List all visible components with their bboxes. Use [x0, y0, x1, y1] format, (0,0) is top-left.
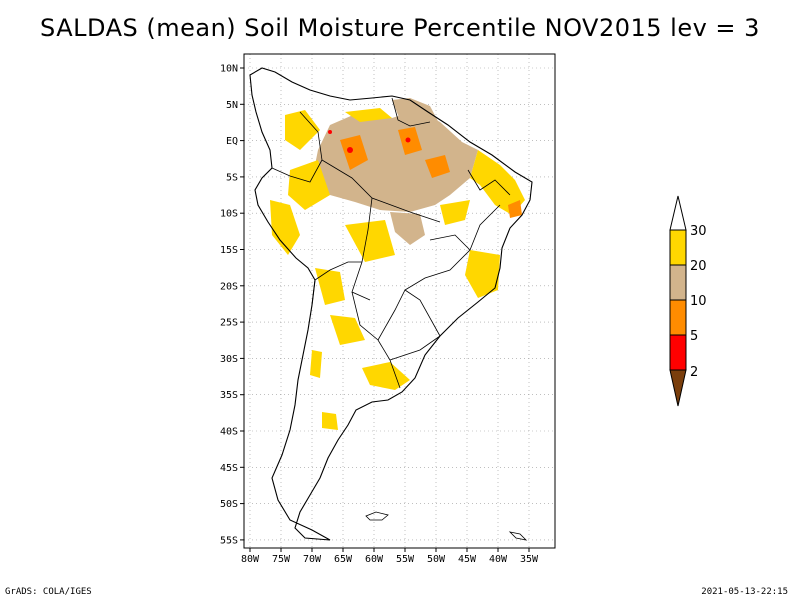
colorbar-top-arrow [669, 195, 687, 231]
country-borders [271, 97, 511, 389]
south-georgia [508, 531, 528, 541]
shade-yellow-central [440, 200, 470, 225]
shade-tan-south [390, 212, 425, 245]
shade-yellow-patagonia [322, 412, 338, 430]
lat-label: 50S [220, 499, 238, 510]
lat-label: 30S [220, 354, 238, 365]
shade-yellow-chaco [330, 315, 365, 345]
colorbar-bottom-arrow [669, 369, 687, 407]
shade-yellow-north [345, 108, 392, 122]
lat-label: 5N [226, 100, 238, 111]
footer-timestamp: 2021-05-13-22:15 [701, 587, 788, 597]
shade-red-1 [347, 147, 353, 153]
lat-label: 35S [220, 390, 238, 401]
lat-label: 40S [220, 427, 238, 438]
colorbar-band-10-20 [669, 264, 687, 301]
shade-tan-guianas [392, 98, 440, 128]
shade-yellow-west [288, 160, 330, 210]
shade-yellow-pampas [362, 362, 410, 390]
lon-label: 35W [520, 554, 539, 565]
shade-orange-4 [508, 200, 522, 218]
lon-label: 55W [396, 554, 415, 565]
lat-label: 45S [220, 463, 238, 474]
lon-label: 45W [458, 554, 477, 565]
colorbar-label-10: 10 [690, 294, 707, 309]
longitude-labels: 80W 75W 70W 65W 60W 55W 50W 45W 40W 35W [241, 548, 539, 565]
shade-orange-1 [340, 135, 368, 170]
colorbar-band-2-5 [669, 334, 687, 371]
lat-label: EQ [226, 136, 238, 147]
lat-label: 5S [226, 172, 238, 183]
shade-yellow-andes-peru [270, 200, 300, 255]
lon-label: 80W [241, 554, 260, 565]
lon-label: 60W [365, 554, 384, 565]
shade-yellow-east [465, 250, 500, 298]
lat-label: 10S [220, 209, 238, 220]
lon-label: 40W [489, 554, 508, 565]
colorbar-label-2: 2 [690, 365, 698, 380]
latitude-labels: 10N 5N EQ 5S 10S 15S 20S 25S 30S 35S 40S 45S 50S 55S [220, 64, 244, 546]
south-america-coastline [249, 67, 533, 541]
colorbar-label-20: 20 [690, 259, 707, 274]
shade-orange-3 [425, 155, 450, 178]
map-title: SALDAS (mean) Soil Moisture Percentile N… [40, 14, 760, 42]
lon-label: 65W [334, 554, 353, 565]
shade-yellow-mato-grosso [345, 220, 395, 262]
colorbar: 30 20 10 5 2 [669, 195, 707, 407]
lat-label: 10N [220, 64, 238, 75]
shade-yellow-bolivia [315, 268, 345, 305]
shade-yellow-chile [310, 350, 322, 378]
lon-label: 70W [303, 554, 322, 565]
lon-label: 75W [272, 554, 291, 565]
colorbar-band-20-30 [669, 229, 687, 266]
colorbar-label-5: 5 [690, 329, 698, 344]
shade-tan-amazon [312, 110, 478, 212]
colorbar-band-5-10 [669, 299, 687, 336]
falkland-islands [365, 511, 389, 521]
lat-label: 15S [220, 245, 238, 256]
colorbar-label-30: 30 [690, 224, 707, 239]
shade-yellow-colombia [285, 110, 320, 150]
lat-label: 20S [220, 281, 238, 292]
footer-credit: GrADS: COLA/IGES [5, 587, 92, 597]
lat-label: 55S [220, 535, 238, 546]
lon-label: 50W [427, 554, 446, 565]
map-frame [243, 53, 556, 549]
shade-red-2 [405, 137, 411, 143]
lat-label: 25S [220, 318, 238, 329]
shade-red-3 [328, 130, 332, 134]
